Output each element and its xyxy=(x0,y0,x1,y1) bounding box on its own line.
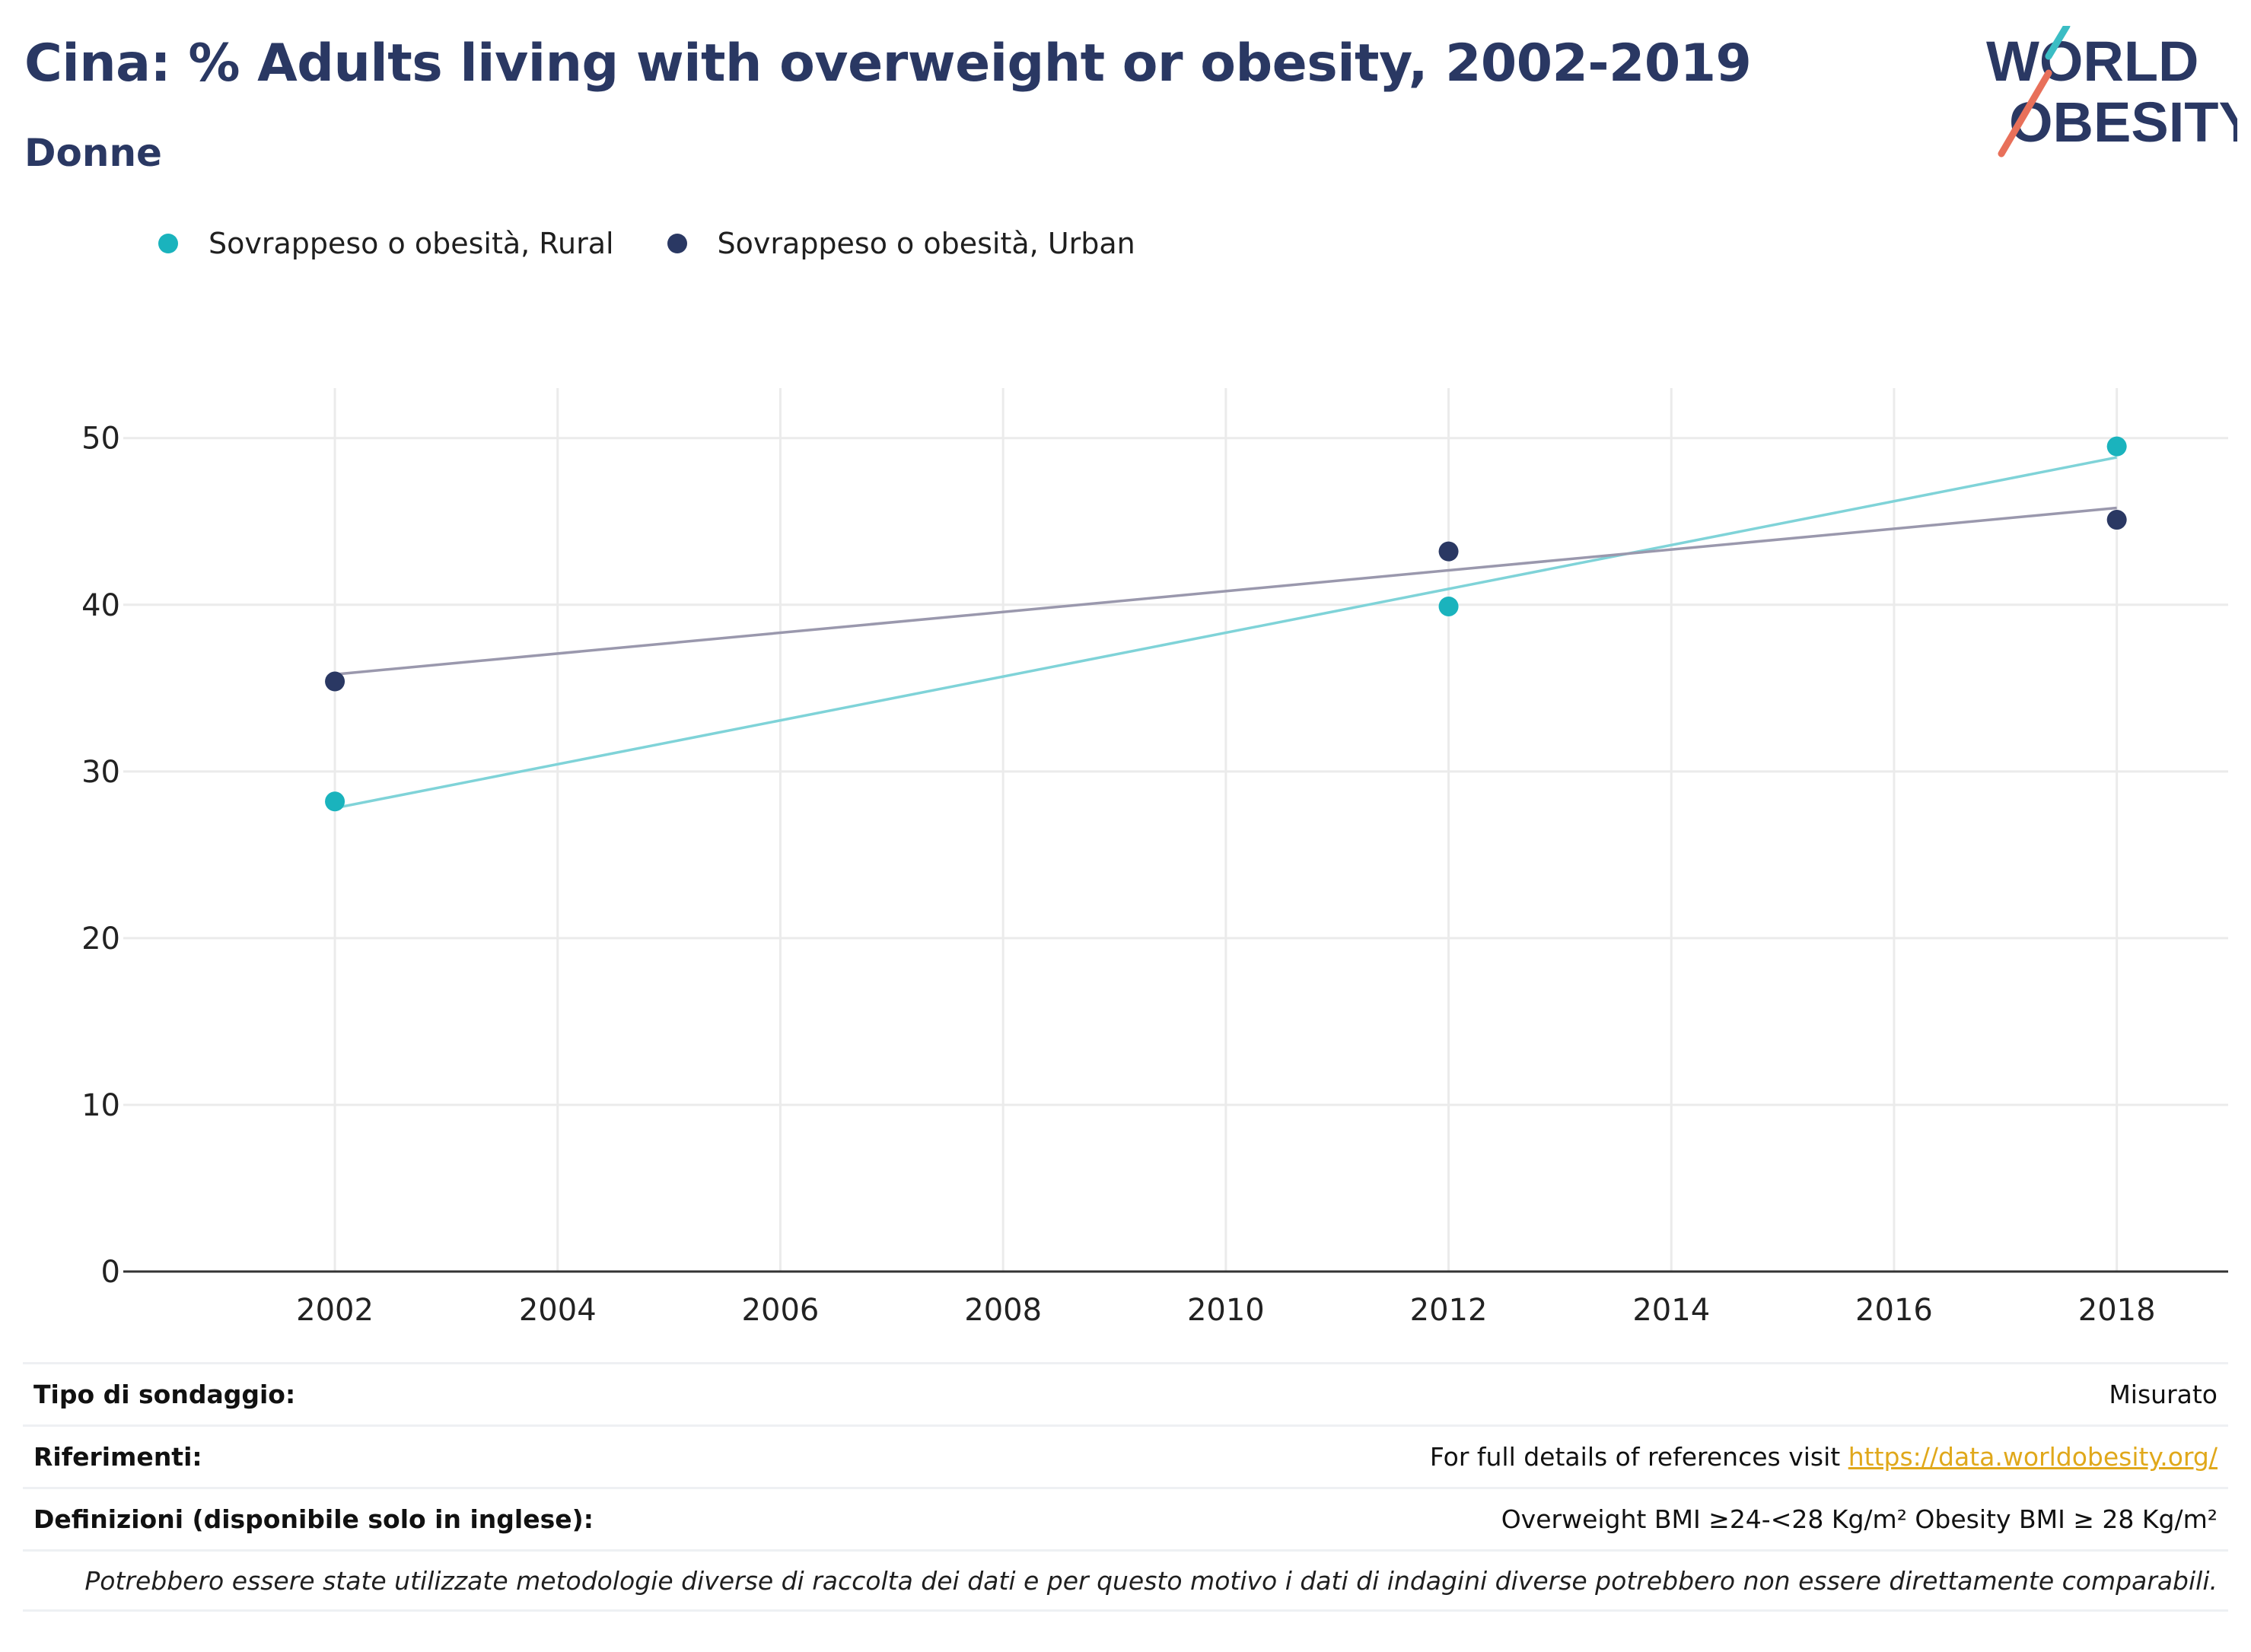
definitions-value: Overweight BMI ≥24-<28 Kg/m² Obesity BMI… xyxy=(1501,1504,2218,1534)
footer-row-survey: Tipo di sondaggio: Misurato xyxy=(23,1362,2228,1424)
references-value: For full details of references visit htt… xyxy=(1430,1442,2218,1472)
x-tick-label: 2014 xyxy=(1632,1293,1710,1324)
data-point-rural xyxy=(325,791,345,812)
definitions-label: Definizioni (disponibile solo in inglese… xyxy=(33,1504,594,1534)
footer-note: Potrebbero essere state utilizzate metod… xyxy=(23,1549,2228,1612)
legend-marker-rural xyxy=(158,234,178,253)
data-point-urban xyxy=(1438,541,1459,562)
footer-row-definitions: Definizioni (disponibile solo in inglese… xyxy=(23,1487,2228,1549)
data-point-rural xyxy=(1438,596,1459,616)
x-tick-label: 2018 xyxy=(2078,1293,2156,1324)
y-tick-label: 30 xyxy=(81,755,120,790)
trendline-urban xyxy=(334,506,2117,676)
data-point-urban xyxy=(325,671,345,692)
svg-text:WORLD: WORLD xyxy=(1986,30,2199,93)
y-tick-label: 10 xyxy=(81,1088,120,1123)
x-tick-label: 2008 xyxy=(964,1293,1042,1324)
legend-item-urban: Sovrappeso o obesità, Urban xyxy=(667,227,1135,260)
x-tick-label: 2004 xyxy=(519,1293,597,1324)
y-tick-label: 40 xyxy=(81,588,120,623)
references-text: For full details of references visit xyxy=(1429,1442,1848,1472)
references-label: Riferimenti: xyxy=(33,1442,202,1472)
methodology-note: Potrebbero essere state utilizzate metod… xyxy=(84,1565,2218,1596)
x-tick-label: 2006 xyxy=(742,1293,820,1324)
chart-subtitle: Donne xyxy=(24,131,162,175)
trendline-rural xyxy=(334,456,2117,810)
y-tick-label: 0 xyxy=(101,1255,120,1290)
x-tick-label: 2002 xyxy=(296,1293,374,1324)
data-point-rural xyxy=(2106,436,2127,457)
chart-footer: Tipo di sondaggio: Misurato Riferimenti:… xyxy=(23,1362,2228,1612)
footer-row-references: Riferimenti: For full details of referen… xyxy=(23,1424,2228,1487)
world-obesity-logo: WORLD OBESITY xyxy=(1986,26,2237,158)
chart-title: Cina: % Adults living with overweight or… xyxy=(24,33,1752,94)
legend-label-urban: Sovrappeso o obesità, Urban xyxy=(717,227,1135,260)
x-tick-label: 2016 xyxy=(1855,1293,1933,1324)
survey-type-value: Misurato xyxy=(2109,1380,2218,1409)
x-tick-label: 2012 xyxy=(1410,1293,1488,1324)
references-link[interactable]: https://data.worldobesity.org/ xyxy=(1848,1442,2218,1472)
survey-type-label: Tipo di sondaggio: xyxy=(33,1380,296,1409)
y-tick-label: 20 xyxy=(81,921,120,957)
legend-marker-urban xyxy=(667,234,687,253)
x-tick-label: 2010 xyxy=(1187,1293,1265,1324)
legend-label-rural: Sovrappeso o obesità, Rural xyxy=(209,227,614,260)
y-tick-label: 50 xyxy=(81,422,120,457)
chart-legend: Sovrappeso o obesità, Rural Sovrappeso o… xyxy=(158,227,1189,260)
legend-item-rural: Sovrappeso o obesità, Rural xyxy=(158,227,614,260)
svg-text:OBESITY: OBESITY xyxy=(2009,91,2237,154)
data-point-urban xyxy=(2106,510,2127,530)
scatter-chart: 2002 2004 2006 2008 2010 2012 2014 2016 2018 0 10 2… xyxy=(81,388,2228,1324)
